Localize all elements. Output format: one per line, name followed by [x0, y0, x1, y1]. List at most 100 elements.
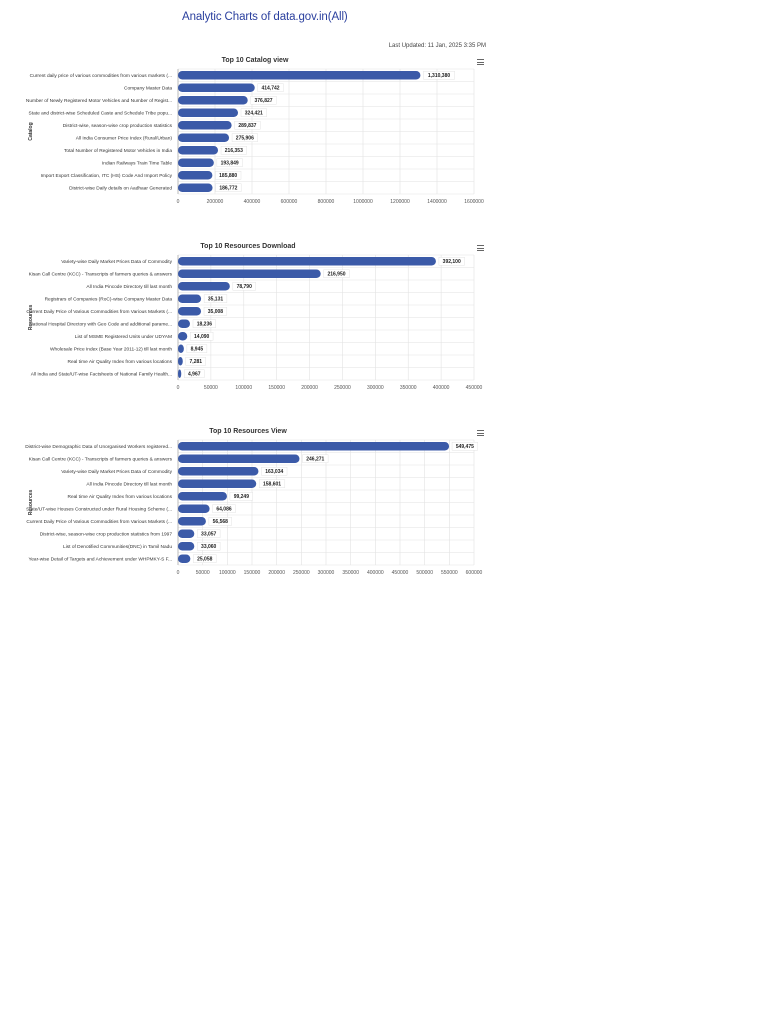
- x-tick-label: 1200000: [390, 199, 410, 205]
- x-tick-label: 450000: [466, 385, 483, 391]
- data-label: 8,945: [191, 347, 204, 353]
- last-updated-text: Last Updated: 11 Jan, 2025 3:35 PM: [388, 43, 486, 49]
- data-label-box: [215, 171, 242, 180]
- data-label: 4,967: [188, 372, 201, 378]
- category-label: Company Master Data: [124, 86, 172, 92]
- bar[interactable]: [178, 257, 436, 266]
- x-tick-label: 200000: [268, 570, 285, 576]
- bar[interactable]: [178, 479, 257, 489]
- data-label: 158,601: [263, 482, 281, 488]
- x-tick-label: 400000: [244, 199, 261, 205]
- data-label: 64,086: [216, 507, 232, 513]
- data-label-box: [232, 282, 256, 291]
- bar[interactable]: [178, 529, 195, 539]
- y-axis-title: Resources: [28, 305, 34, 331]
- category-label: District-wise Demographic Data of Unorga…: [25, 444, 172, 450]
- bar[interactable]: [178, 121, 232, 130]
- data-label-box: [192, 319, 216, 328]
- category-label: Variety-wise Daily Market Prices Data of…: [61, 259, 172, 265]
- bar[interactable]: [178, 108, 239, 118]
- data-label-box: [259, 479, 286, 488]
- data-label: 35,008: [208, 309, 224, 315]
- x-tick-label: 600000: [466, 570, 483, 576]
- category-label: Registrars of Companies (RoC)-wise Compa…: [45, 297, 173, 303]
- x-tick-label: 400000: [367, 570, 384, 576]
- bar[interactable]: [178, 282, 230, 291]
- category-label: Number of Newly Registered Motor Vehicle…: [26, 98, 172, 104]
- bar[interactable]: [178, 71, 421, 80]
- data-label-box: [231, 133, 258, 142]
- bar[interactable]: [178, 357, 183, 366]
- x-tick-label: 50000: [204, 385, 218, 391]
- data-label-box: [193, 554, 217, 563]
- data-label: 14,090: [194, 334, 210, 340]
- data-label: 7,281: [190, 359, 203, 365]
- data-label-box: [208, 517, 232, 526]
- bar[interactable]: [178, 294, 202, 304]
- bar[interactable]: [178, 319, 190, 329]
- data-label-box: [203, 294, 228, 303]
- data-label: 376,827: [254, 98, 272, 104]
- data-label-box: [220, 146, 247, 155]
- data-label-box: [423, 71, 455, 80]
- bar[interactable]: [178, 504, 210, 514]
- data-label-box: [234, 121, 261, 130]
- x-tick-label: 150000: [244, 570, 261, 576]
- data-label-box: [184, 369, 205, 378]
- category-label: Real time Air Quality Index from various…: [67, 494, 172, 500]
- category-label: All India and State/UT-wise Factsheets o…: [31, 372, 172, 378]
- category-label: All India Consumer Price Index (Rural/Ur…: [76, 136, 173, 142]
- bar[interactable]: [178, 554, 191, 564]
- data-label-box: [438, 257, 465, 266]
- chart-title: Top 10 Resources Download: [200, 243, 296, 250]
- category-label: List of Denotified Communities(DNC) in T…: [63, 544, 172, 550]
- data-label-box: [451, 442, 478, 451]
- bar[interactable]: [178, 133, 230, 143]
- bar[interactable]: [178, 542, 195, 551]
- category-label: Current daily price of various commoditi…: [30, 73, 172, 79]
- data-label: 1,310,380: [428, 73, 450, 79]
- bar[interactable]: [178, 517, 206, 526]
- category-label: List of MSME Registered Units under UDYA…: [75, 334, 172, 340]
- x-tick-label: 1000000: [353, 199, 373, 205]
- category-label: State/UT-wise Houses Constructed under R…: [26, 507, 172, 513]
- bar[interactable]: [178, 467, 259, 476]
- resources-view-plot: 0 50000 100000 150000 200000 250000 300000 3500…: [25, 439, 483, 576]
- bar[interactable]: [178, 171, 213, 180]
- data-label-box: [323, 269, 350, 278]
- data-label: 414,742: [261, 86, 279, 92]
- bar[interactable]: [178, 307, 202, 316]
- category-label: All India Pincode Directory till last mo…: [86, 482, 172, 488]
- data-label-box: [215, 183, 242, 192]
- hamburger-menu-icon[interactable]: [477, 430, 484, 436]
- category-label: Current Daily Price of Various Commoditi…: [26, 309, 172, 315]
- bar[interactable]: [178, 269, 321, 279]
- category-label: District-wise Daily details on Aadhaar G…: [69, 186, 172, 192]
- bar[interactable]: [178, 454, 300, 464]
- data-label: 549,475: [456, 444, 474, 450]
- bar[interactable]: [178, 158, 214, 168]
- bar[interactable]: [178, 183, 213, 193]
- bar[interactable]: [178, 83, 255, 93]
- category-label: Kisan Call Centre (KCC) - Transcripts of…: [29, 457, 173, 463]
- bar[interactable]: [178, 344, 184, 354]
- bar[interactable]: [178, 442, 450, 451]
- bar[interactable]: [178, 332, 188, 341]
- bar[interactable]: [178, 369, 182, 379]
- category-label: Real time Air Quality Index from various…: [67, 359, 172, 365]
- x-tick-label: 450000: [392, 570, 409, 576]
- data-label: 246,271: [306, 457, 324, 463]
- hamburger-menu-icon[interactable]: [477, 245, 484, 251]
- category-label: Year-wise Detail of Targets and Achievem…: [28, 557, 172, 563]
- bar[interactable]: [178, 146, 219, 155]
- data-label: 324,421: [245, 111, 263, 117]
- category-label: State and district-wise Scheduled Caste …: [29, 111, 172, 117]
- x-tick-label: 200000: [207, 199, 224, 205]
- category-label: District-wise, season-wise crop producti…: [40, 532, 173, 538]
- bar[interactable]: [178, 492, 227, 501]
- bar[interactable]: [178, 96, 248, 105]
- data-label: 289,837: [238, 123, 256, 129]
- x-tick-label: 200000: [301, 385, 318, 391]
- hamburger-menu-icon[interactable]: [477, 59, 484, 65]
- data-label-box: [302, 454, 329, 463]
